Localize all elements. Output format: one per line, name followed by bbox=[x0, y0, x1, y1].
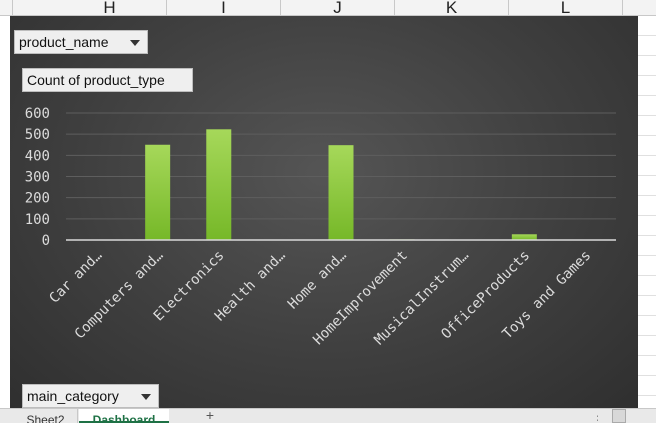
add-sheet-icon[interactable]: + bbox=[200, 409, 220, 423]
sheet-tab-sheet2[interactable]: Sheet2 bbox=[14, 409, 78, 423]
column-header-i[interactable]: I bbox=[167, 0, 281, 15]
column-header-l[interactable]: L bbox=[509, 0, 623, 15]
y-tick-label: 100 bbox=[25, 212, 50, 228]
tab-scroll-handle[interactable]: ⋮ bbox=[592, 409, 598, 423]
sheet-tab-bar: Sheet2 Dashboard + ⋮ bbox=[0, 408, 656, 423]
bar[interactable] bbox=[145, 145, 170, 240]
horizontal-scrollbar-button[interactable] bbox=[612, 409, 626, 423]
y-tick-label: 300 bbox=[25, 170, 50, 186]
bar[interactable] bbox=[512, 234, 537, 240]
sheet-tab-dashboard[interactable]: Dashboard bbox=[79, 409, 169, 423]
y-tick-label: 0 bbox=[42, 233, 50, 249]
column-header-j[interactable]: J bbox=[281, 0, 395, 15]
bar[interactable] bbox=[206, 129, 231, 240]
bar[interactable] bbox=[329, 145, 354, 240]
worksheet-grid-right[interactable] bbox=[638, 16, 656, 408]
y-tick-label: 200 bbox=[25, 191, 50, 207]
main-category-axis-label: main_category bbox=[27, 388, 119, 404]
x-tick-label: Home and… bbox=[285, 248, 350, 313]
y-tick-label: 600 bbox=[25, 106, 50, 122]
worksheet-grid-left[interactable] bbox=[0, 16, 10, 408]
y-tick-label: 400 bbox=[25, 148, 50, 164]
column-header-h[interactable]: H bbox=[53, 0, 167, 15]
column-header-bar: G H I J K L bbox=[0, 0, 656, 16]
dropdown-arrow-icon bbox=[141, 394, 151, 400]
column-header-k[interactable]: K bbox=[395, 0, 509, 15]
x-tick-label: Car and… bbox=[46, 248, 105, 307]
y-tick-label: 500 bbox=[25, 127, 50, 143]
column-header-g[interactable]: G bbox=[0, 0, 13, 15]
main-category-axis-button[interactable]: main_category bbox=[22, 384, 159, 408]
